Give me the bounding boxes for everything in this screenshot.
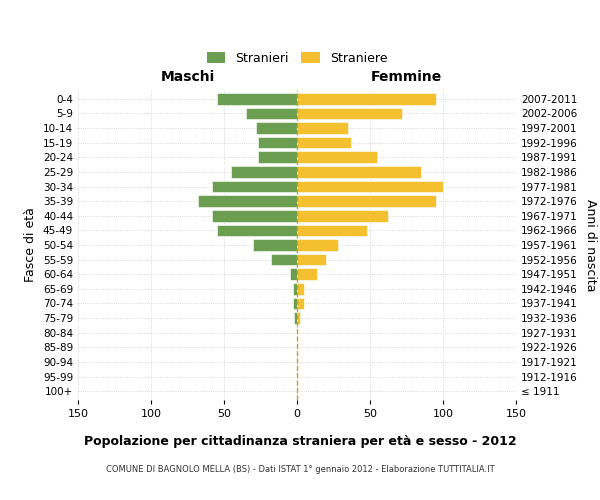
Bar: [297, 166, 421, 177]
Bar: [297, 137, 351, 148]
Text: Maschi: Maschi: [160, 70, 215, 84]
Bar: [246, 108, 297, 119]
Bar: [297, 108, 402, 119]
Bar: [217, 224, 297, 236]
Bar: [297, 298, 304, 310]
Bar: [232, 166, 297, 177]
Bar: [198, 196, 297, 207]
Bar: [297, 268, 317, 280]
Text: COMUNE DI BAGNOLO MELLA (BS) - Dati ISTAT 1° gennaio 2012 - Elaborazione TUTTITA: COMUNE DI BAGNOLO MELLA (BS) - Dati ISTA…: [106, 465, 494, 474]
Bar: [297, 93, 436, 104]
Bar: [271, 254, 297, 266]
Bar: [256, 122, 297, 134]
Bar: [297, 210, 388, 222]
Bar: [212, 210, 297, 222]
Bar: [297, 254, 326, 266]
Bar: [294, 312, 297, 324]
Bar: [217, 93, 297, 104]
Bar: [297, 312, 300, 324]
Bar: [253, 239, 297, 251]
Bar: [297, 152, 377, 163]
Bar: [297, 196, 436, 207]
Bar: [297, 239, 338, 251]
Legend: Stranieri, Straniere: Stranieri, Straniere: [202, 46, 392, 70]
Text: Femmine: Femmine: [371, 70, 442, 84]
Bar: [297, 122, 348, 134]
Bar: [257, 152, 297, 163]
Bar: [290, 268, 297, 280]
Bar: [293, 298, 297, 310]
Bar: [212, 180, 297, 192]
Bar: [297, 224, 367, 236]
Y-axis label: Fasce di età: Fasce di età: [25, 208, 37, 282]
Y-axis label: Anni di nascita: Anni di nascita: [584, 198, 597, 291]
Bar: [257, 137, 297, 148]
Bar: [297, 180, 443, 192]
Bar: [297, 283, 304, 294]
Text: Popolazione per cittadinanza straniera per età e sesso - 2012: Popolazione per cittadinanza straniera p…: [83, 435, 517, 448]
Bar: [293, 283, 297, 294]
